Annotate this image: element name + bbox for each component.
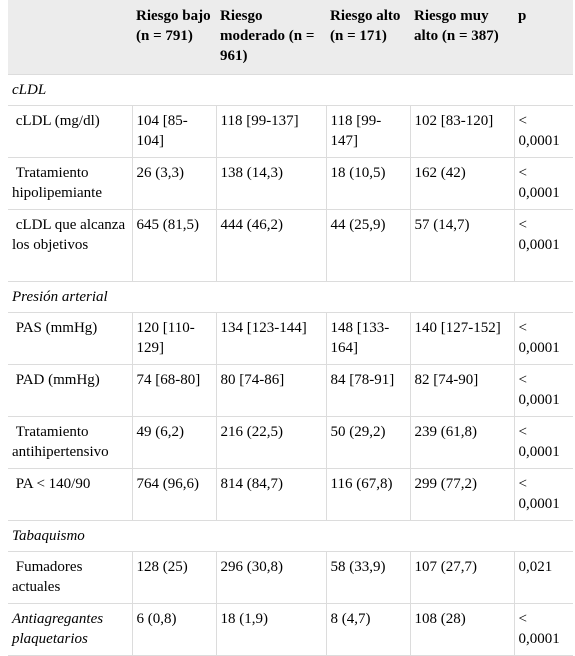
row-label: PA < 140/90 xyxy=(8,468,132,521)
table-cell: 26 (3,3) xyxy=(131,157,216,210)
row-label: cLDL que alcanza los objetivos xyxy=(8,209,132,282)
row-label: Antiagregantes plaquetarios xyxy=(8,603,132,656)
table-cell: 138 (14,3) xyxy=(215,157,326,210)
header-row: Riesgo bajo (n = 791) Riesgo moderado (n… xyxy=(8,0,573,75)
row-label: Tratamiento hipolipemiante xyxy=(8,157,132,210)
table-row: cLDL (mg/dl) 104 [85-104] 118 [99-137] 118 … xyxy=(8,105,573,158)
table-cell: 299 (77,2) xyxy=(409,468,514,521)
section-row: Tabaquismo xyxy=(8,520,573,552)
header-cell-riesgo-muy-alto: Riesgo muy alto (n = 387) xyxy=(410,0,514,75)
table-cell: 80 [74-86] xyxy=(215,364,326,417)
table-cell: 764 (96,6) xyxy=(131,468,216,521)
table-cell: 134 [123-144] xyxy=(215,312,326,365)
section-label: Tabaquismo xyxy=(8,520,573,552)
table-body: cLDL cLDL (mg/dl) 104 [85-104] 118 [99-137… xyxy=(8,74,573,656)
section-label: cLDL xyxy=(8,74,573,106)
row-label: Fumadores actuales xyxy=(8,551,132,604)
header-cell-p: p xyxy=(514,0,573,75)
table-cell: 82 [74-90] xyxy=(409,364,514,417)
table-row: PAD (mmHg) 74 [68-80] 80 [74-86] 84 [78-91]… xyxy=(8,364,573,417)
table-cell: 49 (6,2) xyxy=(131,416,216,469)
table-cell: < 0,0001 xyxy=(513,157,573,210)
row-label: PAD (mmHg) xyxy=(8,364,132,417)
table-cell: 148 [133-164] xyxy=(325,312,410,365)
table-cell: 814 (84,7) xyxy=(215,468,326,521)
header-cell-riesgo-moderado: Riesgo moderado (n = 961) xyxy=(216,0,326,75)
row-label: Tratamiento antihipertensivo xyxy=(8,416,132,469)
table-row: PA < 140/90 764 (96,6) 814 (84,7) 116 (67,8… xyxy=(8,468,573,521)
results-table: Riesgo bajo (n = 791) Riesgo moderado (n… xyxy=(8,0,573,656)
table-cell: 116 (67,8) xyxy=(325,468,410,521)
table-cell: 216 (22,5) xyxy=(215,416,326,469)
table-cell: < 0,0001 xyxy=(513,312,573,365)
table-cell: 107 (27,7) xyxy=(409,551,514,604)
table-row: Antiagregantes plaquetarios 6 (0,8) 18 (1,… xyxy=(8,603,573,656)
table-cell: 118 [99-137] xyxy=(215,105,326,158)
table-header: Riesgo bajo (n = 791) Riesgo moderado (n… xyxy=(8,0,573,75)
section-row: Presión arterial xyxy=(8,281,573,313)
table-row: Tratamiento hipolipemiante 26 (3,3) 138 (1… xyxy=(8,157,573,210)
table-cell: < 0,0001 xyxy=(513,603,573,656)
table-cell: 50 (29,2) xyxy=(325,416,410,469)
row-label: PAS (mmHg) xyxy=(8,312,132,365)
table-cell: 102 [83-120] xyxy=(409,105,514,158)
table-cell: 104 [85-104] xyxy=(131,105,216,158)
table-cell: 140 [127-152] xyxy=(409,312,514,365)
table-cell: 0,021 xyxy=(513,551,573,604)
header-cell-riesgo-alto: Riesgo alto (n = 171) xyxy=(326,0,410,75)
table-cell: 58 (33,9) xyxy=(325,551,410,604)
header-cell-label xyxy=(8,0,132,75)
table-row: Tratamiento antihipertensivo 49 (6,2) 216 … xyxy=(8,416,573,469)
table-cell: 57 (14,7) xyxy=(409,209,514,282)
table-cell: < 0,0001 xyxy=(513,105,573,158)
table-cell: 239 (61,8) xyxy=(409,416,514,469)
table-cell: 162 (42) xyxy=(409,157,514,210)
table-cell: 645 (81,5) xyxy=(131,209,216,282)
table-row: Fumadores actuales 128 (25) 296 (30,8) 58 (… xyxy=(8,551,573,604)
table-cell: < 0,0001 xyxy=(513,416,573,469)
table-cell: 44 (25,9) xyxy=(325,209,410,282)
table-cell: 118 [99-147] xyxy=(325,105,410,158)
table-row: PAS (mmHg) 120 [110-129] 134 [123-144] 148 … xyxy=(8,312,573,365)
table-cell: < 0,0001 xyxy=(513,468,573,521)
table-cell: 18 (10,5) xyxy=(325,157,410,210)
table-cell: < 0,0001 xyxy=(513,209,573,282)
table-cell: 84 [78-91] xyxy=(325,364,410,417)
table-row: cLDL que alcanza los objetivos 645 (81,5)… xyxy=(8,209,573,282)
header-cell-riesgo-bajo: Riesgo bajo (n = 791) xyxy=(132,0,216,75)
table-cell: 74 [68-80] xyxy=(131,364,216,417)
table-cell: 108 (28) xyxy=(409,603,514,656)
table-cell: 296 (30,8) xyxy=(215,551,326,604)
table-cell: 6 (0,8) xyxy=(131,603,216,656)
table-cell: 8 (4,7) xyxy=(325,603,410,656)
section-label: Presión arterial xyxy=(8,281,573,313)
section-row: cLDL xyxy=(8,74,573,106)
row-label: cLDL (mg/dl) xyxy=(8,105,132,158)
table-cell: 120 [110-129] xyxy=(131,312,216,365)
table-cell: 444 (46,2) xyxy=(215,209,326,282)
table-cell: < 0,0001 xyxy=(513,364,573,417)
table-cell: 18 (1,9) xyxy=(215,603,326,656)
table-cell: 128 (25) xyxy=(131,551,216,604)
